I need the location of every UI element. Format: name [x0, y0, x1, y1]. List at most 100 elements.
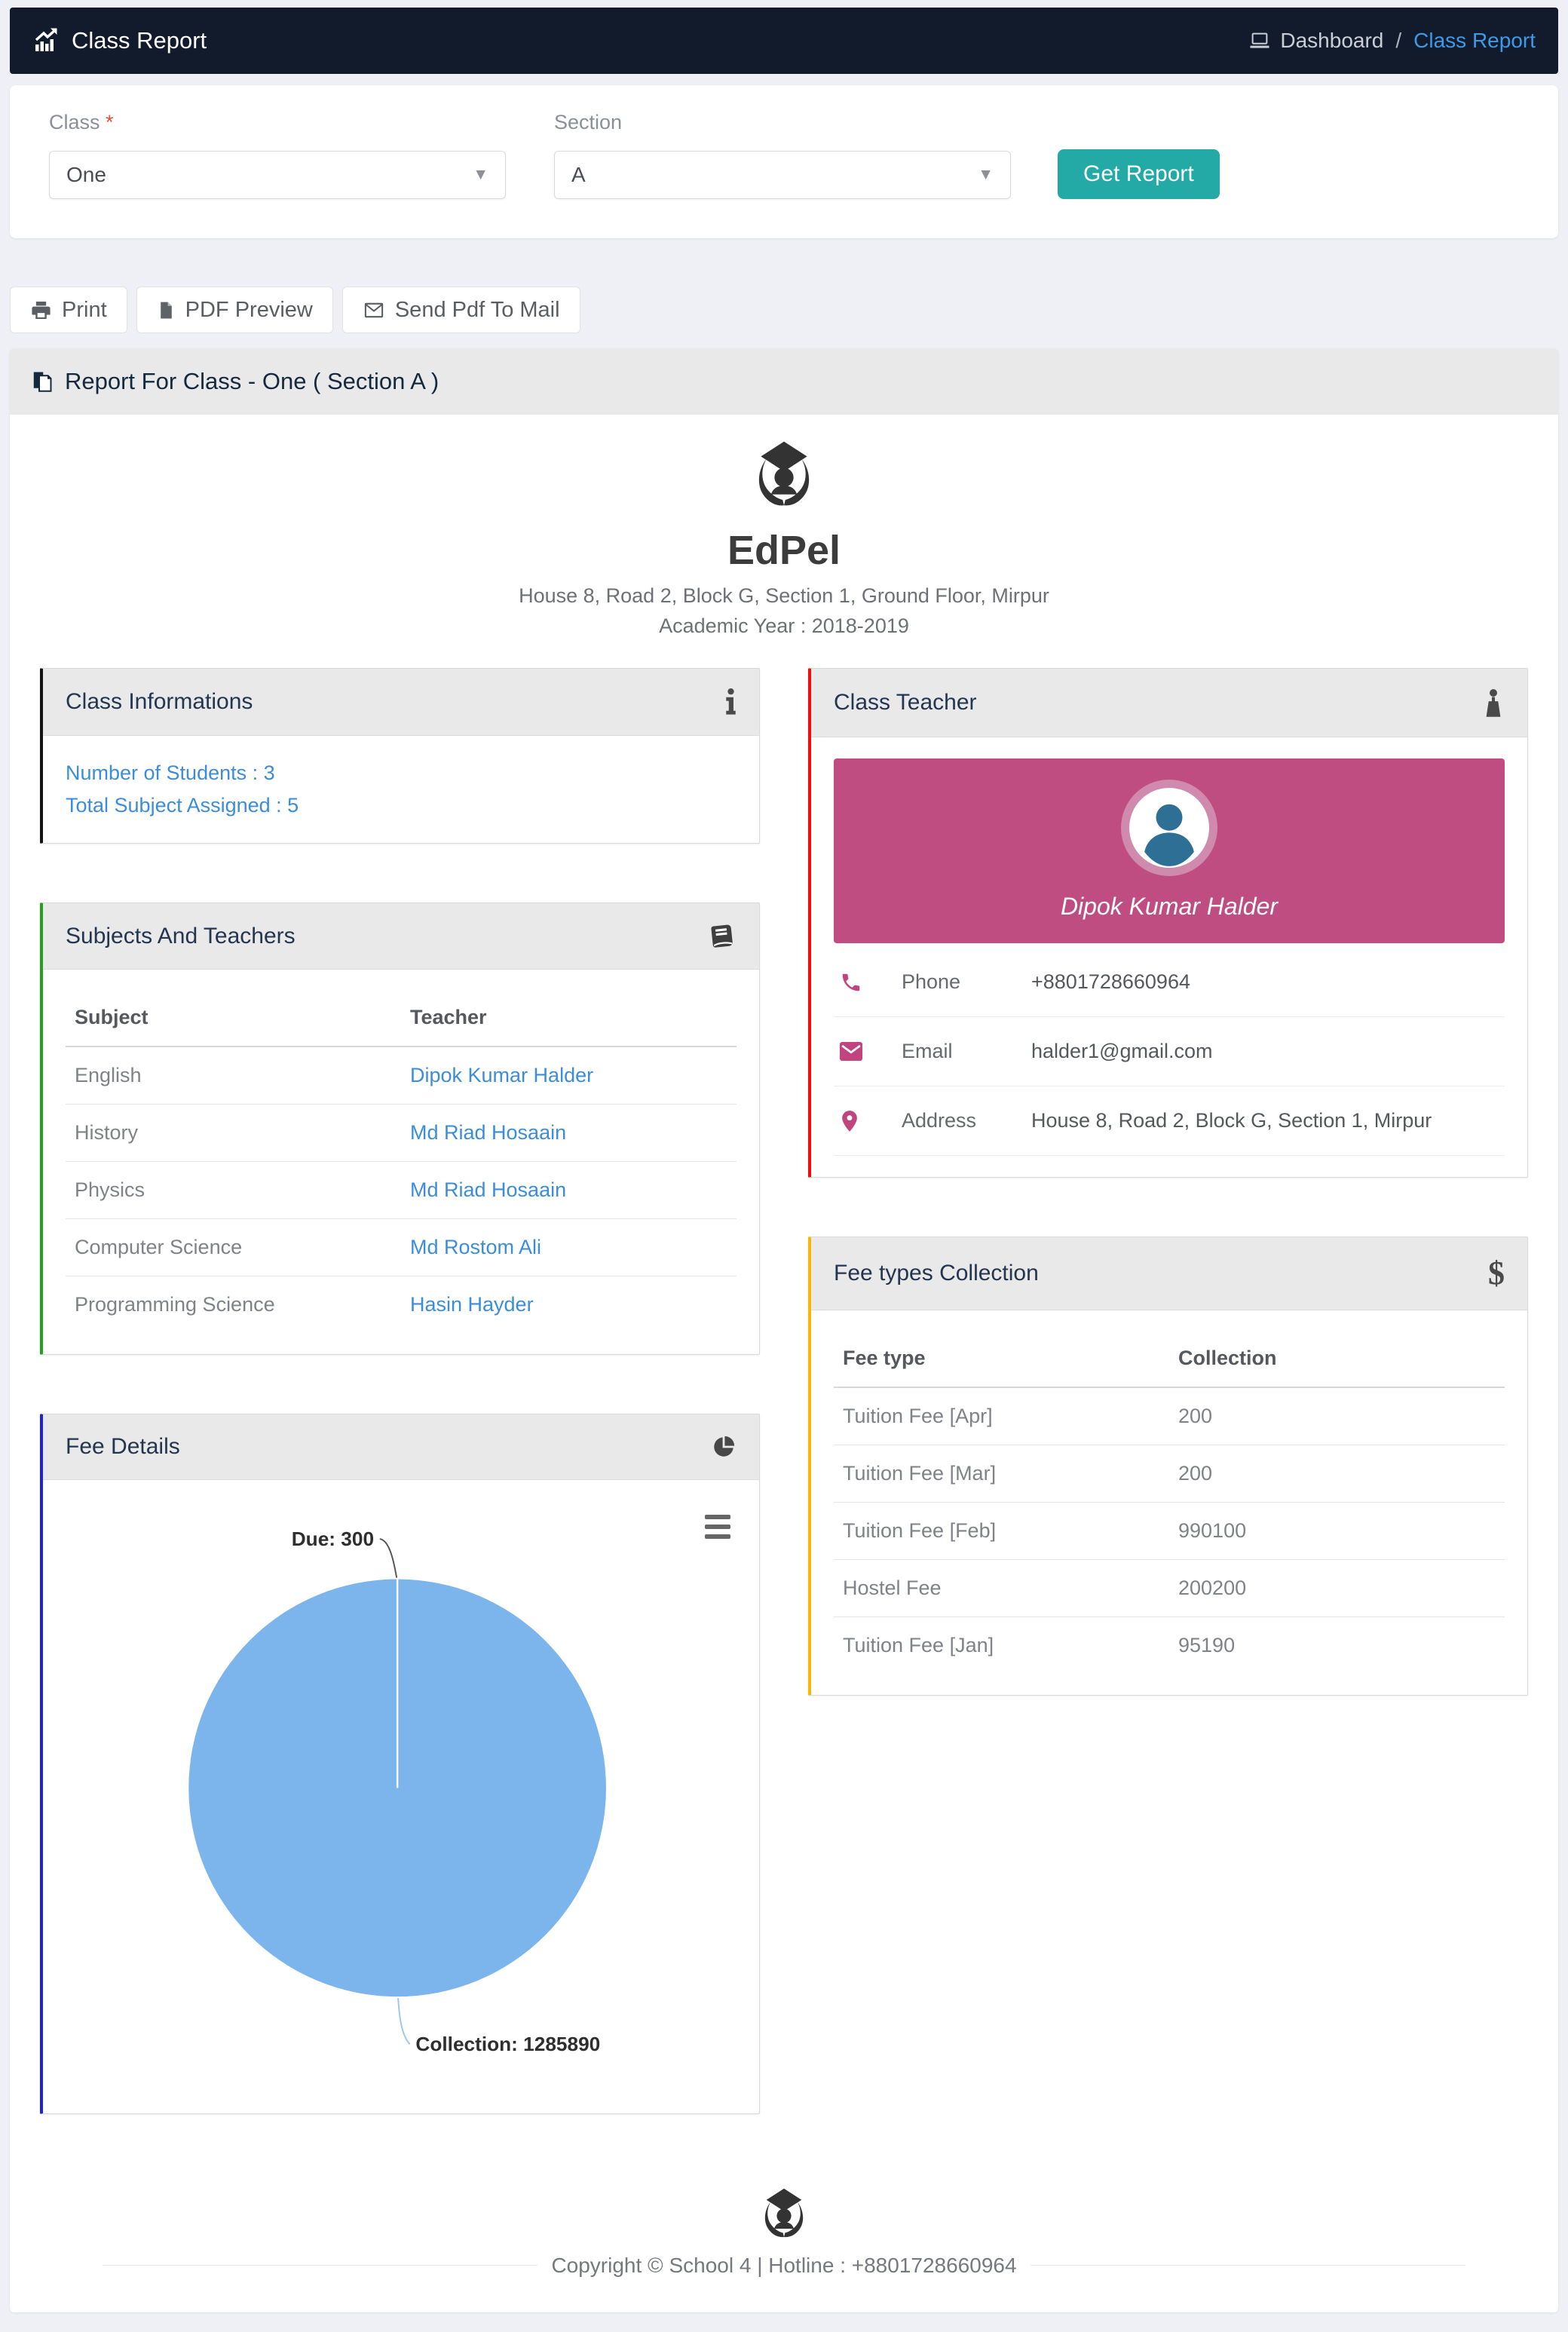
file-icon [157, 299, 176, 321]
teacher-link[interactable]: Dipok Kumar Halder [410, 1064, 594, 1087]
chevron-down-icon: ▼ [978, 166, 994, 183]
school-logo [743, 439, 825, 520]
report-actions: Print PDF Preview Send Pdf To Mail [10, 287, 1558, 333]
subjects-col-header: Subject [66, 991, 401, 1048]
teacher-link[interactable]: Md Riad Hosaain [410, 1178, 567, 1202]
school-name: EdPel [727, 528, 841, 573]
subject-cell: History [66, 1104, 401, 1163]
section-field: Section A ▼ [554, 111, 1011, 199]
class-select[interactable]: One ▼ [49, 151, 506, 199]
breadcrumb-current[interactable]: Class Report [1413, 29, 1536, 52]
subjects-and-teachers-panel: Subjects And Teachers [40, 902, 760, 1356]
right-column: Class Teacher [808, 668, 1528, 1754]
list-item: Email halder1@gmail.com [834, 1017, 1505, 1086]
laptop-icon [1248, 29, 1271, 52]
panel-title: Class Informations [66, 689, 253, 714]
panel-title: Fee Details [66, 1434, 180, 1460]
table-row: Hostel Fee 200200 [834, 1559, 1505, 1617]
fee-type-cell: Tuition Fee [Jan] [843, 1634, 994, 1656]
teacher-name: Dipok Kumar Halder [1060, 893, 1279, 920]
section-label: Section [554, 111, 623, 133]
due-data-label: Due: 300 [292, 1528, 374, 1550]
report-footer: Copyright © School 4 | Hotline : +880172… [10, 2176, 1558, 2297]
contact-label: Address [902, 1109, 977, 1132]
teacher-icon [1482, 688, 1505, 717]
contact-value: +8801728660964 [1031, 970, 1190, 993]
chart-context-menu-icon[interactable] [705, 1515, 730, 1540]
contact-label: Phone [902, 970, 961, 993]
class-teacher-header: Class Teacher [811, 669, 1527, 737]
breadcrumb-separator: / [1395, 29, 1402, 52]
teacher-link[interactable]: Md Riad Hosaain [410, 1121, 567, 1145]
teacher-contact-list: Phone +8801728660964 Email hal [834, 948, 1505, 1156]
send-pdf-to-mail-button[interactable]: Send Pdf To Mail [341, 287, 580, 333]
report-title: Report For Class - One ( Section A ) [65, 368, 439, 394]
due-connector [379, 1538, 398, 1579]
get-report-button[interactable]: Get Report [1058, 149, 1220, 199]
class-teacher-panel: Class Teacher [808, 668, 1528, 1178]
navbar: Class Report Dashboard / Class Report [10, 8, 1558, 74]
fee-details-panel: Fee Details Due: 300 [40, 1414, 760, 2115]
dollar-icon: $ [1488, 1255, 1505, 1292]
copyright-text: Copyright © School 4 | Hotline : +880172… [537, 2254, 1031, 2278]
fee-details-chart: Due: 300 Collection: 1285890 [43, 1480, 759, 2113]
breadcrumb-dashboard-link[interactable]: Dashboard [1248, 29, 1383, 53]
class-informations-panel: Class Informations Number of Students : … [40, 668, 760, 844]
class-field: Class * One ▼ [49, 111, 506, 199]
envelope-icon [840, 1042, 902, 1061]
class-select-value: One [66, 163, 106, 186]
subjects-and-teachers-header: Subjects And Teachers [43, 903, 759, 970]
report-card: Report For Class - One ( Section A ) EdP… [10, 348, 1558, 2313]
report-header: Report For Class - One ( Section A ) [10, 348, 1558, 415]
footer-logo [741, 2186, 827, 2249]
fee-details-header: Fee Details [43, 1414, 759, 1481]
class-informations-header: Class Informations [43, 669, 759, 736]
copy-icon [31, 370, 54, 393]
table-row: Computer Science Md Rostom Ali [66, 1218, 737, 1277]
teacher-col-header: Teacher [401, 991, 737, 1048]
subject-cell: Computer Science [66, 1218, 401, 1277]
fee-type-cell: Tuition Fee [Feb] [834, 1502, 1169, 1560]
school-header: EdPel House 8, Road 2, Block G, Section … [10, 415, 1558, 642]
filter-card: Class * One ▼ Section A ▼ Get Report [10, 85, 1558, 238]
fee-types-collection-panel: Fee types Collection $ Fee type Collecti… [808, 1236, 1528, 1696]
number-of-students: Number of Students : 3 [66, 762, 275, 784]
section-select-value: A [571, 163, 586, 186]
pie-chart-icon [711, 1434, 737, 1460]
class-informations-body: Number of Students : 3 Total Subject Ass… [43, 736, 759, 843]
teacher-link[interactable]: Md Rostom Ali [410, 1236, 542, 1259]
panel-title: Class Teacher [834, 690, 977, 715]
collection-connector [397, 1998, 411, 2045]
subject-cell: Physics [66, 1161, 401, 1220]
required-asterisk: * [106, 111, 114, 133]
page-title: Class Report [72, 27, 207, 54]
collection-cell: 95190 [1178, 1634, 1236, 1656]
pdf-preview-button[interactable]: PDF Preview [136, 287, 333, 333]
subject-cell: English [66, 1046, 401, 1105]
avatar-ring [1121, 780, 1217, 876]
subjects-table: Subject Teacher English Dipok Kumar Hald… [66, 991, 737, 1333]
section-select[interactable]: A ▼ [554, 151, 1011, 199]
fee-types-table: Fee type Collection Tuition Fee [Apr] 20… [834, 1331, 1505, 1674]
list-item: Phone +8801728660964 [834, 948, 1505, 1017]
phone-icon [840, 971, 902, 994]
class-teacher-body: Dipok Kumar Halder Phone +8801728660964 [811, 737, 1527, 1177]
table-row: Tuition Fee [Apr] 200 [834, 1387, 1505, 1445]
fee-type-col-header: Fee type [834, 1331, 1169, 1388]
total-subject-assigned: Total Subject Assigned : 5 [66, 794, 299, 817]
collection-cell: 200 [1169, 1445, 1505, 1503]
fee-type-cell: Hostel Fee [834, 1559, 1169, 1617]
info-icon [725, 688, 737, 716]
table-row: Tuition Fee [Mar] 200 [834, 1445, 1505, 1503]
navbar-title-group: Class Report [32, 27, 207, 54]
table-row: Physics Md Riad Hosaain [66, 1161, 737, 1220]
collection-cell: 200 [1169, 1387, 1505, 1445]
print-button[interactable]: Print [10, 287, 127, 333]
teacher-link[interactable]: Hasin Hayder [410, 1293, 534, 1316]
pie-slice-collection[interactable] [188, 1579, 606, 1997]
subjects-and-teachers-body: Subject Teacher English Dipok Kumar Hald… [43, 970, 759, 1354]
table-row: Programming Science Hasin Hayder [66, 1276, 737, 1334]
envelope-icon [363, 299, 385, 321]
academic-year: Academic Year : 2018-2019 [659, 614, 909, 637]
collection-data-label: Collection: 1285890 [415, 2033, 600, 2055]
